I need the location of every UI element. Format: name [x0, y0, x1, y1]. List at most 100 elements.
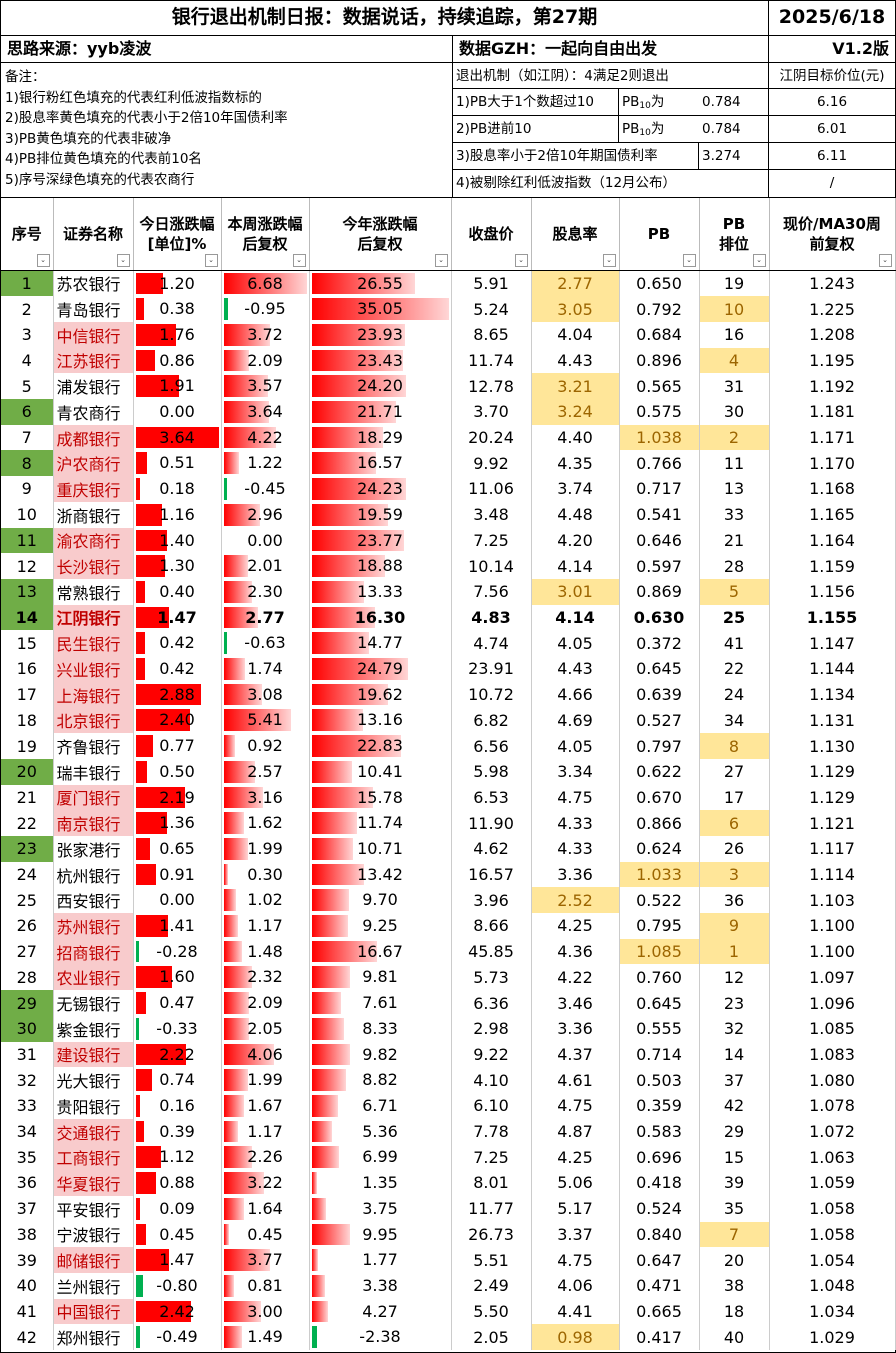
sort-filter-icon[interactable]: ⌄: [878, 253, 892, 267]
day-value: 0.16: [159, 1096, 195, 1115]
positive-bar: [223, 1017, 249, 1040]
col-day-change[interactable]: 今日涨跌幅 [单位]% ⌄: [133, 198, 222, 271]
positive-bar: [311, 606, 376, 629]
filter-icon[interactable]: ⌄: [682, 253, 696, 267]
filter-icon[interactable]: ⌄: [116, 253, 130, 267]
table-row[interactable]: 16 兴业银行 0.42 1.74 24.79 23.91 4.43 0.645 22 1.144: [1, 656, 896, 682]
data-bar: [311, 786, 449, 809]
col-dividend[interactable]: 股息率 ⌄: [531, 198, 620, 271]
filter-icon[interactable]: ⌄: [434, 253, 448, 267]
pb-rank-cell: 19: [699, 270, 770, 297]
table-row[interactable]: 11 渝农商行 1.40 0.00 23.77 7.25 4.20 0.646 21 1.164: [1, 527, 896, 554]
day-value: 0.40: [159, 581, 195, 601]
positive-bar: [223, 1120, 239, 1143]
table-row[interactable]: 18 北京银行 2.40 5.41 13.16 6.82 4.69 0.527 34 1.131: [1, 707, 896, 734]
data-bar: [223, 812, 307, 834]
table-row[interactable]: 20 瑞丰银行 0.50 2.57 10.41 5.98 3.34 0.622 27 1.129: [1, 758, 896, 785]
table-row[interactable]: 42 郑州银行 -0.49 1.49 -2.38 2.05 0.98 0.417 40 1.029: [1, 1324, 896, 1351]
rank-cell: 25: [1, 887, 54, 914]
table-row[interactable]: 12 长沙银行 1.30 2.01 18.88 10.14 4.14 0.597 28 1.159: [1, 553, 896, 579]
table-row[interactable]: 25 西安银行 0.00 1.02 9.70 3.96 2.52 0.522 36 1.103: [1, 887, 896, 914]
table-row[interactable]: 2 青岛银行 0.38 -0.95 35.05 5.24 3.05 0.792 10 1.225: [1, 296, 896, 322]
table-row[interactable]: 29 无锡银行 0.47 2.09 7.61 6.36 3.46 0.645 23 1.096: [1, 990, 896, 1016]
table-row[interactable]: 40 兰州银行 -0.80 0.81 3.38 2.49 4.06 0.471 38 1.048: [1, 1272, 896, 1299]
gzh-label: 数据GZH：一起向自由出发: [453, 36, 769, 63]
col-rank[interactable]: 序号 ⌄: [1, 198, 54, 271]
table-row[interactable]: 19 齐鲁银行 0.77 0.92 22.83 6.56 4.05 0.797 8 1.130: [1, 733, 896, 759]
positive-bar: [135, 632, 146, 655]
table-row[interactable]: 13 常熟银行 0.40 2.30 13.33 7.56 3.01 0.869 5 1.156: [1, 578, 896, 605]
filter-icon[interactable]: ⌄: [204, 253, 218, 267]
filter-icon[interactable]: ⌄: [752, 253, 766, 267]
col-year-change[interactable]: 今年涨跌幅 后复权 ⌄: [309, 198, 452, 271]
pb-cell: 0.866: [619, 810, 700, 836]
positive-bar: [311, 1197, 327, 1220]
table-row[interactable]: 21 厦门银行 2.19 3.16 15.78 6.53 4.75 0.670 17 1.129: [1, 784, 896, 811]
table-row[interactable]: 26 苏州银行 1.41 1.17 9.25 8.66 4.25 0.795 9 1.100: [1, 913, 896, 939]
table-row[interactable]: 8 沪农商行 0.51 1.22 16.57 9.92 4.35 0.766 11 1.170: [1, 450, 896, 477]
day-change-cell: 0.88: [133, 1170, 222, 1196]
year-change-cell: 26.55: [309, 270, 452, 297]
col-week-change[interactable]: 本周涨跌幅 后复权 ⌄: [221, 198, 310, 271]
table-row[interactable]: 32 光大银行 0.74 1.99 8.82 4.10 4.61 0.503 37 1.080: [1, 1067, 896, 1093]
data-bar: [135, 478, 219, 500]
bank-name-cell: 渝农商行: [53, 527, 134, 554]
table-row[interactable]: 30 紫金银行 -0.33 2.05 8.33 2.98 3.36 0.555 32 1.085: [1, 1015, 896, 1042]
year-value: 16.30: [354, 607, 406, 627]
filter-icon[interactable]: ⌄: [514, 253, 528, 267]
positive-bar: [311, 966, 350, 989]
table-row[interactable]: 6 青农商行 0.00 3.64 21.71 3.70 3.24 0.575 30 1.181: [1, 399, 896, 425]
table-row[interactable]: 7 成都银行 3.64 4.22 18.29 20.24 4.40 1.038 2 1.171: [1, 424, 896, 451]
dividend-cell: 4.20: [531, 527, 620, 554]
data-bar: [135, 1197, 219, 1220]
table-row[interactable]: 28 农业银行 1.60 2.32 9.81 5.73 4.22 0.760 12 1.097: [1, 964, 896, 991]
filter-icon[interactable]: ⌄: [36, 253, 50, 267]
ma30-ratio-cell: 1.072: [769, 1118, 896, 1145]
year-change-cell: 1.77: [309, 1247, 452, 1273]
table-row[interactable]: 3 中信银行 1.76 3.72 23.93 8.65 4.04 0.684 16 1.208: [1, 321, 896, 348]
col-pb-rank[interactable]: PB 排位 ⌄: [699, 198, 770, 271]
year-change-cell: 19.59: [309, 501, 452, 528]
table-row[interactable]: 1 苏农银行 1.20 6.68 26.55 5.91 2.77 0.650 19 1.243: [1, 270, 896, 297]
col-name[interactable]: 证券名称 ⌄: [53, 198, 134, 271]
table-row[interactable]: 15 民生银行 0.42 -0.63 14.77 4.74 4.05 0.372 41 1.147: [1, 630, 896, 657]
data-bar: [135, 1095, 219, 1117]
table-row[interactable]: 41 中国银行 2.42 3.00 4.27 5.50 4.41 0.665 18 1.034: [1, 1298, 896, 1325]
year-change-cell: 24.23: [309, 476, 452, 502]
table-row[interactable]: 27 招商银行 -0.28 1.48 16.67 45.85 4.36 1.085 1 1.100: [1, 938, 896, 965]
table-row[interactable]: 33 贵阳银行 0.16 1.67 6.71 6.10 4.75 0.359 42 1.078: [1, 1093, 896, 1119]
table-row[interactable]: 23 张家港行 0.65 1.99 10.71 4.62 4.33 0.624 26 1.117: [1, 835, 896, 862]
table-row[interactable]: 4 江苏银行 0.86 2.09 23.43 11.74 4.43 0.896 4 1.195: [1, 347, 896, 374]
data-bar: [135, 375, 219, 398]
table-row[interactable]: 31 建设银行 2.22 4.06 9.82 9.22 4.37 0.714 14 1.083: [1, 1041, 896, 1068]
table-row[interactable]: 37 平安银行 0.09 1.64 3.75 11.77 5.17 0.524 35 1.058: [1, 1195, 896, 1222]
day-value: 0.00: [159, 402, 195, 422]
table-row[interactable]: 35 工商银行 1.12 2.26 6.99 7.25 4.25 0.696 15 1.063: [1, 1144, 896, 1171]
table-row[interactable]: 22 南京银行 1.36 1.62 11.74 11.90 4.33 0.866 6 1.121: [1, 810, 896, 836]
col-pb[interactable]: PB ⌄: [619, 198, 700, 271]
table-row[interactable]: 36 华夏银行 0.88 3.22 1.35 8.01 5.06 0.418 39 1.059: [1, 1170, 896, 1196]
table-row[interactable]: 34 交通银行 0.39 1.17 5.36 7.78 4.87 0.583 29 1.072: [1, 1118, 896, 1145]
table-row[interactable]: 39 邮储银行 1.47 3.77 1.77 5.51 4.75 0.647 20 1.054: [1, 1247, 896, 1273]
day-value: 0.51: [159, 453, 195, 473]
pb-rank-cell: 38: [699, 1272, 770, 1299]
week-change-cell: -0.95: [221, 296, 310, 322]
day-change-cell: 2.40: [133, 707, 222, 734]
col-ma30[interactable]: 现价/MA30周 前复权 ⌄: [769, 198, 896, 271]
col-close[interactable]: 收盘价 ⌄: [451, 198, 532, 271]
pb-cell: 1.038: [619, 424, 700, 451]
filter-icon[interactable]: ⌄: [292, 253, 306, 267]
table-row[interactable]: 9 重庆银行 0.18 -0.45 24.23 11.06 3.74 0.717 13 1.168: [1, 476, 896, 502]
year-change-cell: 6.99: [309, 1144, 452, 1171]
week-change-cell: 1.02: [221, 887, 310, 914]
table-row[interactable]: 17 上海银行 2.88 3.08 19.62 10.72 4.66 0.639 24 1.134: [1, 681, 896, 708]
table-row[interactable]: 14 江阴银行 1.47 2.77 16.30 4.83 4.14 0.630 25 1.155: [1, 604, 896, 631]
positive-bar: [311, 1069, 346, 1091]
table-row[interactable]: 24 杭州银行 0.91 0.30 13.42 16.57 3.36 1.033 3 1.114: [1, 861, 896, 888]
table-row[interactable]: 10 浙商银行 1.16 2.96 19.59 3.48 4.48 0.541 33 1.165: [1, 501, 896, 528]
data-bar: [223, 632, 307, 655]
table-row[interactable]: 38 宁波银行 0.45 0.45 9.95 26.73 3.37 0.840 7 1.058: [1, 1221, 896, 1248]
week-change-cell: -0.63: [221, 630, 310, 657]
filter-icon[interactable]: ⌄: [602, 253, 616, 267]
table-row[interactable]: 5 浦发银行 1.91 3.57 24.20 12.78 3.21 0.565 31 1.192: [1, 373, 896, 400]
